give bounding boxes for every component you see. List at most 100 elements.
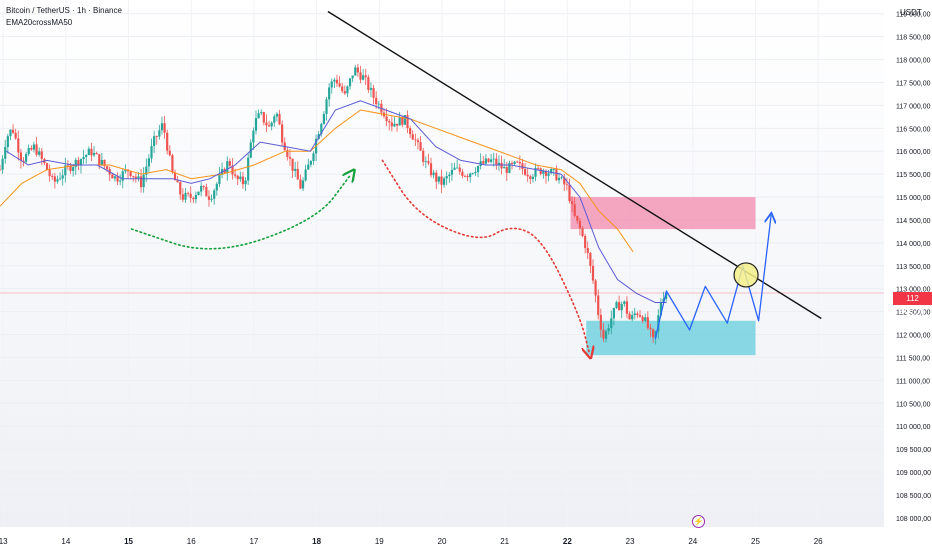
candle-body (30, 148, 33, 150)
y-tick-label: 115 000,00 (896, 195, 931, 202)
candle-body (537, 167, 540, 169)
candle-body (218, 174, 221, 184)
y-tick-label: 112 500,00 (896, 310, 931, 317)
candle-body (646, 317, 649, 328)
candle-body (278, 113, 281, 125)
candle-body (38, 151, 41, 155)
candle-body (463, 175, 467, 177)
candle-body (27, 148, 30, 155)
candle-body (197, 191, 200, 195)
candle-body (607, 328, 610, 332)
current-price-label: 112 906,04 (893, 292, 932, 316)
candle-body (500, 162, 503, 169)
candle-body (503, 167, 506, 169)
candle-body (213, 190, 216, 199)
candle-body (142, 174, 145, 188)
candle-body (453, 167, 456, 170)
resistance-zone (570, 197, 756, 230)
currency-unit[interactable]: USDT (900, 8, 922, 17)
candle-body (401, 117, 404, 125)
candle-body (573, 204, 576, 216)
candle-body (539, 168, 542, 174)
candle-body (403, 115, 407, 125)
candle-body (495, 158, 498, 165)
candle-body (398, 117, 401, 126)
candle-body (385, 116, 388, 122)
candle-body (194, 194, 198, 200)
candle-body (469, 173, 472, 178)
candle-body (22, 160, 25, 162)
candle-body (166, 132, 169, 151)
candle-body (484, 158, 487, 164)
candle-body (372, 88, 375, 98)
candle-body (615, 302, 618, 308)
candle-body (231, 165, 234, 175)
candle-body (547, 173, 550, 176)
ma50-line (0, 109, 634, 253)
y-tick-label: 118 000,00 (896, 58, 931, 65)
candle-body (74, 159, 77, 168)
candle-body (638, 315, 642, 317)
candle-body (602, 329, 605, 339)
candle-body (205, 186, 208, 197)
candle-body (192, 197, 195, 200)
candle-body (388, 121, 391, 123)
y-axis-ticks: 119 000,00 118 500,00 118 000,00 117 500,00… (896, 12, 931, 523)
candle-body (589, 252, 592, 266)
candle-body (458, 167, 461, 172)
candle-body (19, 152, 22, 161)
candle-body (119, 180, 122, 182)
candle-body (578, 220, 582, 229)
candle-body (228, 161, 231, 166)
candle-body (207, 196, 211, 200)
candle-body (591, 265, 595, 281)
candle-body (45, 163, 49, 171)
candle-body (254, 118, 258, 131)
y-tick-label: 118 500,00 (896, 35, 931, 42)
y-tick-label: 117 000,00 (896, 103, 931, 110)
candle-body (137, 176, 140, 179)
lightning-icon[interactable]: ⚡ (692, 515, 705, 528)
candle-body (121, 171, 124, 181)
candle-body (367, 77, 370, 90)
candle-body (9, 129, 12, 137)
projection-path (654, 215, 771, 340)
candle-body (513, 161, 516, 165)
candle-body (544, 170, 548, 176)
y-tick-label: 116 000,00 (896, 149, 931, 156)
indicator-label[interactable]: EMA20crossMA50 (6, 18, 73, 27)
candle-body (116, 176, 119, 182)
candle-body (186, 192, 190, 194)
x-tick-label: 17 (249, 537, 258, 546)
candle-body (72, 167, 75, 171)
candle-body (333, 79, 336, 82)
candle-body (1, 158, 4, 170)
candle-body (168, 150, 171, 156)
x-tick-label: 25 (751, 537, 760, 546)
candle-body (555, 168, 558, 181)
candle-body (304, 169, 307, 181)
y-tick-label: 111 000,00 (896, 378, 930, 385)
candle-body (328, 87, 331, 100)
candle-body (160, 123, 164, 131)
candle-body (106, 166, 109, 170)
candle-body (419, 142, 422, 151)
candle-body (286, 150, 289, 157)
candle-body (309, 161, 312, 165)
candle-body (158, 130, 161, 137)
candle-body (348, 78, 352, 87)
x-tick-label: 18 (312, 537, 321, 546)
candle-body (612, 307, 615, 319)
candle-body (139, 176, 143, 188)
candle-body (155, 136, 158, 137)
y-tick-label: 108 500,00 (896, 493, 931, 500)
candle-body (497, 162, 501, 165)
candle-body (40, 151, 43, 159)
candle-body (294, 168, 297, 171)
x-axis-ticks: 13 14 15 16 17 18 19 20 21 22 23 24 25 26 (0, 537, 823, 546)
candle-body (623, 301, 626, 305)
candle-body (625, 301, 629, 314)
candle-body (599, 314, 602, 330)
candle-body (338, 83, 341, 87)
